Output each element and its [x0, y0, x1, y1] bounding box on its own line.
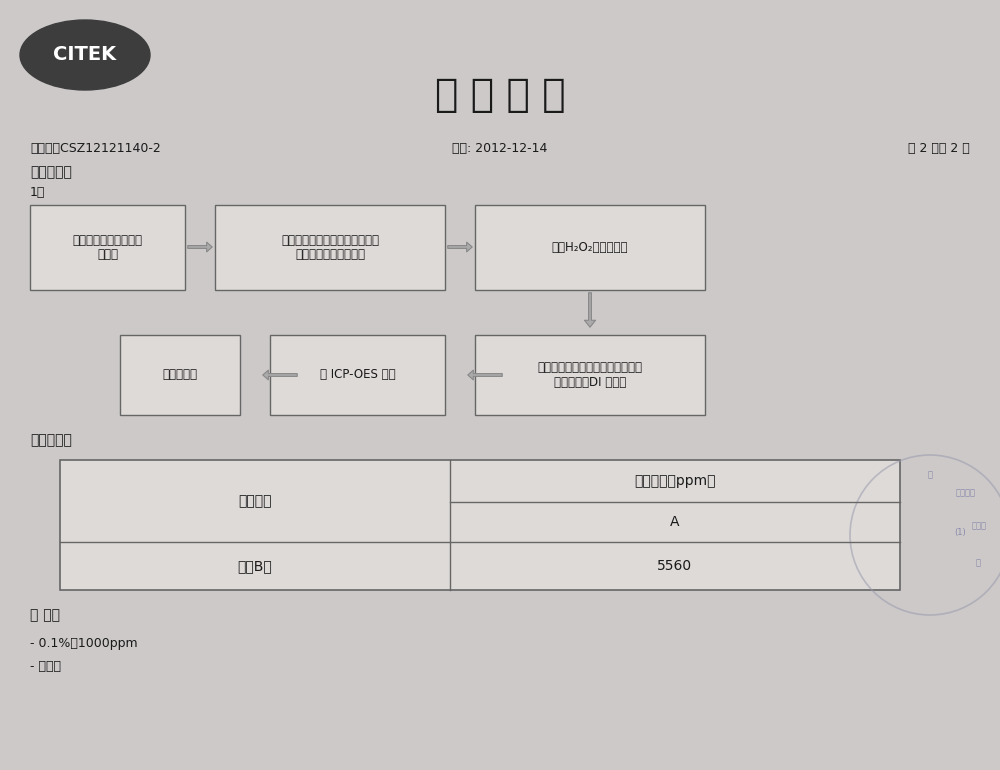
Bar: [215, 205, 445, 290]
Text: 数据，报告: 数据，报告: [162, 369, 198, 381]
Ellipse shape: [20, 20, 150, 90]
Text: 5560: 5560: [657, 559, 693, 573]
Bar: [120, 335, 240, 415]
Text: (1): (1): [954, 528, 966, 537]
Text: 测试项目: 测试项目: [238, 494, 272, 508]
Bar: [60, 460, 900, 590]
Text: 测试结果：: 测试结果：: [30, 433, 72, 447]
Text: 技有限公: 技有限公: [955, 488, 975, 497]
Text: 测试结果（ppm）: 测试结果（ppm）: [634, 474, 716, 488]
Bar: [270, 335, 445, 415]
Text: 将称量好的样品放入消
解容器: 将称量好的样品放入消 解容器: [72, 233, 143, 262]
Text: 检 测 报 告: 检 测 报 告: [435, 76, 565, 114]
Text: 1、: 1、: [30, 186, 45, 199]
Text: 加入H₂O₂至样品澄清: 加入H₂O₂至样品澄清: [552, 241, 628, 254]
Text: 编号：：CSZ12121140-2: 编号：：CSZ12121140-2: [30, 142, 161, 155]
Text: 司: 司: [928, 470, 932, 480]
Text: - 附相片: - 附相片: [30, 661, 61, 674]
Bar: [475, 335, 705, 415]
Bar: [30, 205, 185, 290]
Text: 备 注：: 备 注：: [30, 608, 60, 622]
Text: - 0.1%＝1000ppm: - 0.1%＝1000ppm: [30, 637, 138, 650]
Text: 测试流程：: 测试流程：: [30, 165, 72, 179]
Text: 专用章: 专用章: [972, 522, 987, 531]
Text: A: A: [670, 515, 680, 529]
Text: 加入相关消解液溶解，放到加热
板加热至样品完全消解: 加入相关消解液溶解，放到加热 板加热至样品完全消解: [281, 233, 379, 262]
Text: 出: 出: [975, 558, 980, 567]
Bar: [475, 205, 705, 290]
Text: CITEK: CITEK: [53, 45, 117, 65]
Text: 冷却消解液，过滤，转移消解液到
容量瓶中，DI 水定容: 冷却消解液，过滤，转移消解液到 容量瓶中，DI 水定容: [538, 361, 642, 389]
Text: 用 ICP-OES 测定: 用 ICP-OES 测定: [320, 369, 395, 381]
Text: 硟（B）: 硟（B）: [238, 559, 272, 573]
Text: 日期: 2012-12-14: 日期: 2012-12-14: [452, 142, 548, 155]
Text: 第 2 页共 2 页: 第 2 页共 2 页: [908, 142, 970, 155]
